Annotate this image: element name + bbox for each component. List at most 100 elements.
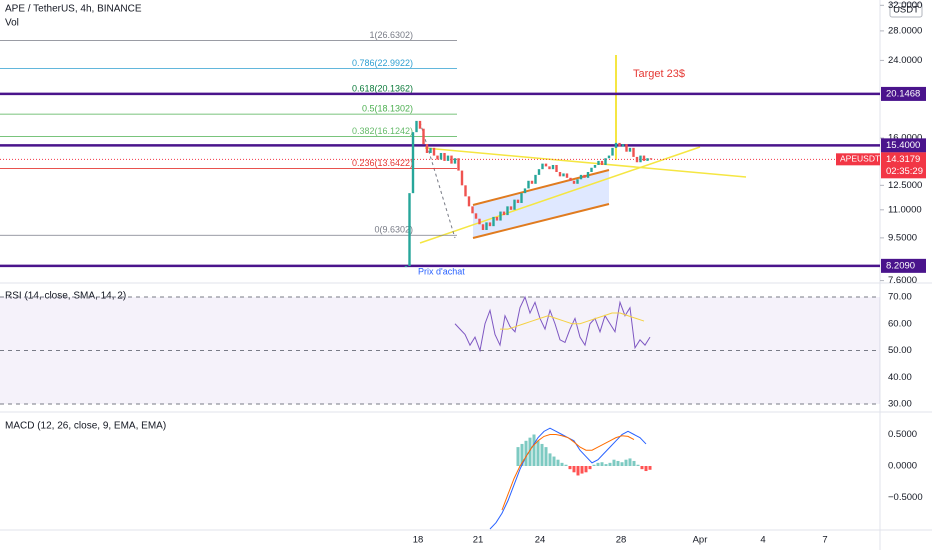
macd-bar — [588, 466, 592, 470]
candle — [632, 147, 635, 157]
fib-label: 1(26.6302) — [369, 30, 413, 40]
candle — [639, 155, 642, 163]
macd-bar — [640, 466, 644, 470]
candle — [520, 193, 523, 203]
macd-bar — [524, 440, 528, 466]
macd-bar — [556, 459, 560, 466]
candle — [418, 120, 422, 129]
macd-bar — [520, 443, 524, 466]
fib-label: 0.382(16.1242) — [352, 126, 413, 136]
symbol-label: APEUSDT — [840, 154, 880, 164]
candle — [586, 172, 590, 178]
macd-bar — [584, 466, 588, 473]
candle — [471, 206, 474, 214]
price-tick-label: 32.0000 — [888, 0, 922, 11]
candle — [593, 164, 597, 168]
candle — [597, 160, 600, 165]
candle — [621, 144, 625, 147]
candle — [642, 155, 646, 161]
candle — [607, 155, 611, 159]
candle — [404, 266, 408, 268]
macd-bar — [644, 466, 648, 472]
candle — [411, 132, 415, 194]
candle — [614, 142, 618, 148]
macd-bar — [544, 447, 548, 466]
rsi-ma — [500, 312, 645, 330]
rsi-tick-label: 40.00 — [888, 372, 912, 383]
macd-bar — [536, 440, 540, 466]
price-tick-label: 9.5000 — [888, 232, 917, 243]
price-label: 15.4000 — [886, 140, 920, 151]
fib-label: 0.618(20.1362) — [352, 83, 413, 93]
candle — [422, 128, 425, 145]
candle — [467, 196, 471, 207]
rsi-tick-label: 30.00 — [888, 399, 912, 410]
candle — [646, 158, 649, 161]
currency[interactable]: USDT — [893, 5, 919, 16]
candle — [562, 173, 565, 177]
candle — [555, 164, 558, 173]
candle — [604, 158, 607, 165]
trend-line — [419, 146, 701, 244]
time-label: 4 — [760, 535, 765, 546]
target-annotation: Target 23$ — [633, 68, 685, 80]
last-price: 14.3179 — [886, 154, 920, 165]
time-label: 18 — [413, 535, 424, 546]
candle — [611, 147, 614, 156]
macd-bar — [628, 458, 632, 466]
time-label: Apr — [693, 535, 708, 546]
symbol-title: APE / TetherUS, 4h, BINANCE — [5, 4, 142, 15]
macd-bar — [592, 464, 596, 466]
rsi-tick-label: 60.00 — [888, 318, 912, 329]
candle — [450, 155, 453, 164]
rsi-title: RSI (14, close, SMA, 14, 2) — [5, 291, 126, 302]
candle — [502, 211, 506, 216]
candle — [492, 216, 495, 227]
channel-line — [472, 169, 610, 206]
macd-tick-label: 0.5000 — [888, 429, 917, 440]
macd-bar — [568, 466, 572, 470]
candle — [425, 144, 429, 153]
price-tick-label: 11.0000 — [888, 204, 922, 215]
candle — [635, 156, 639, 163]
macd-bar — [608, 462, 612, 466]
macd-bar — [600, 462, 604, 466]
price-label-box — [881, 138, 926, 153]
price-label: 20.1468 — [886, 88, 920, 99]
candle — [551, 164, 555, 170]
channel-line — [472, 203, 610, 239]
macd-bar — [564, 464, 568, 466]
macd-bar — [552, 456, 556, 466]
macd-bar — [532, 434, 536, 466]
candle — [516, 199, 520, 203]
candle — [579, 174, 583, 180]
price-tick-label: 12.5000 — [888, 180, 922, 191]
macd-bar — [604, 464, 608, 466]
currency-button[interactable] — [889, 2, 923, 18]
candle — [446, 155, 450, 161]
macd-tick-label: 0.0000 — [888, 461, 917, 472]
macd-bar — [632, 460, 636, 466]
rsi-tick-label: 50.00 — [888, 345, 912, 356]
candle — [432, 147, 436, 156]
fib-label: 0.5(18.1302) — [362, 103, 413, 113]
candle — [534, 174, 537, 184]
macd-bar — [648, 466, 652, 470]
candle — [481, 224, 485, 230]
fib-label: 0.786(22.9922) — [352, 58, 413, 68]
time-label: 28 — [616, 535, 627, 546]
candle — [572, 180, 576, 184]
symbol-box — [836, 153, 880, 166]
price-label: 8.2090 — [886, 260, 915, 271]
fib-label: 0.236(13.6422) — [352, 158, 413, 168]
candle — [509, 206, 513, 210]
price-tick-label: 16.0000 — [888, 133, 922, 144]
candle — [506, 206, 509, 216]
candle — [457, 158, 460, 171]
candle — [478, 218, 481, 225]
candle — [474, 213, 478, 219]
signal-line — [501, 434, 635, 511]
macd-bar — [624, 459, 628, 466]
